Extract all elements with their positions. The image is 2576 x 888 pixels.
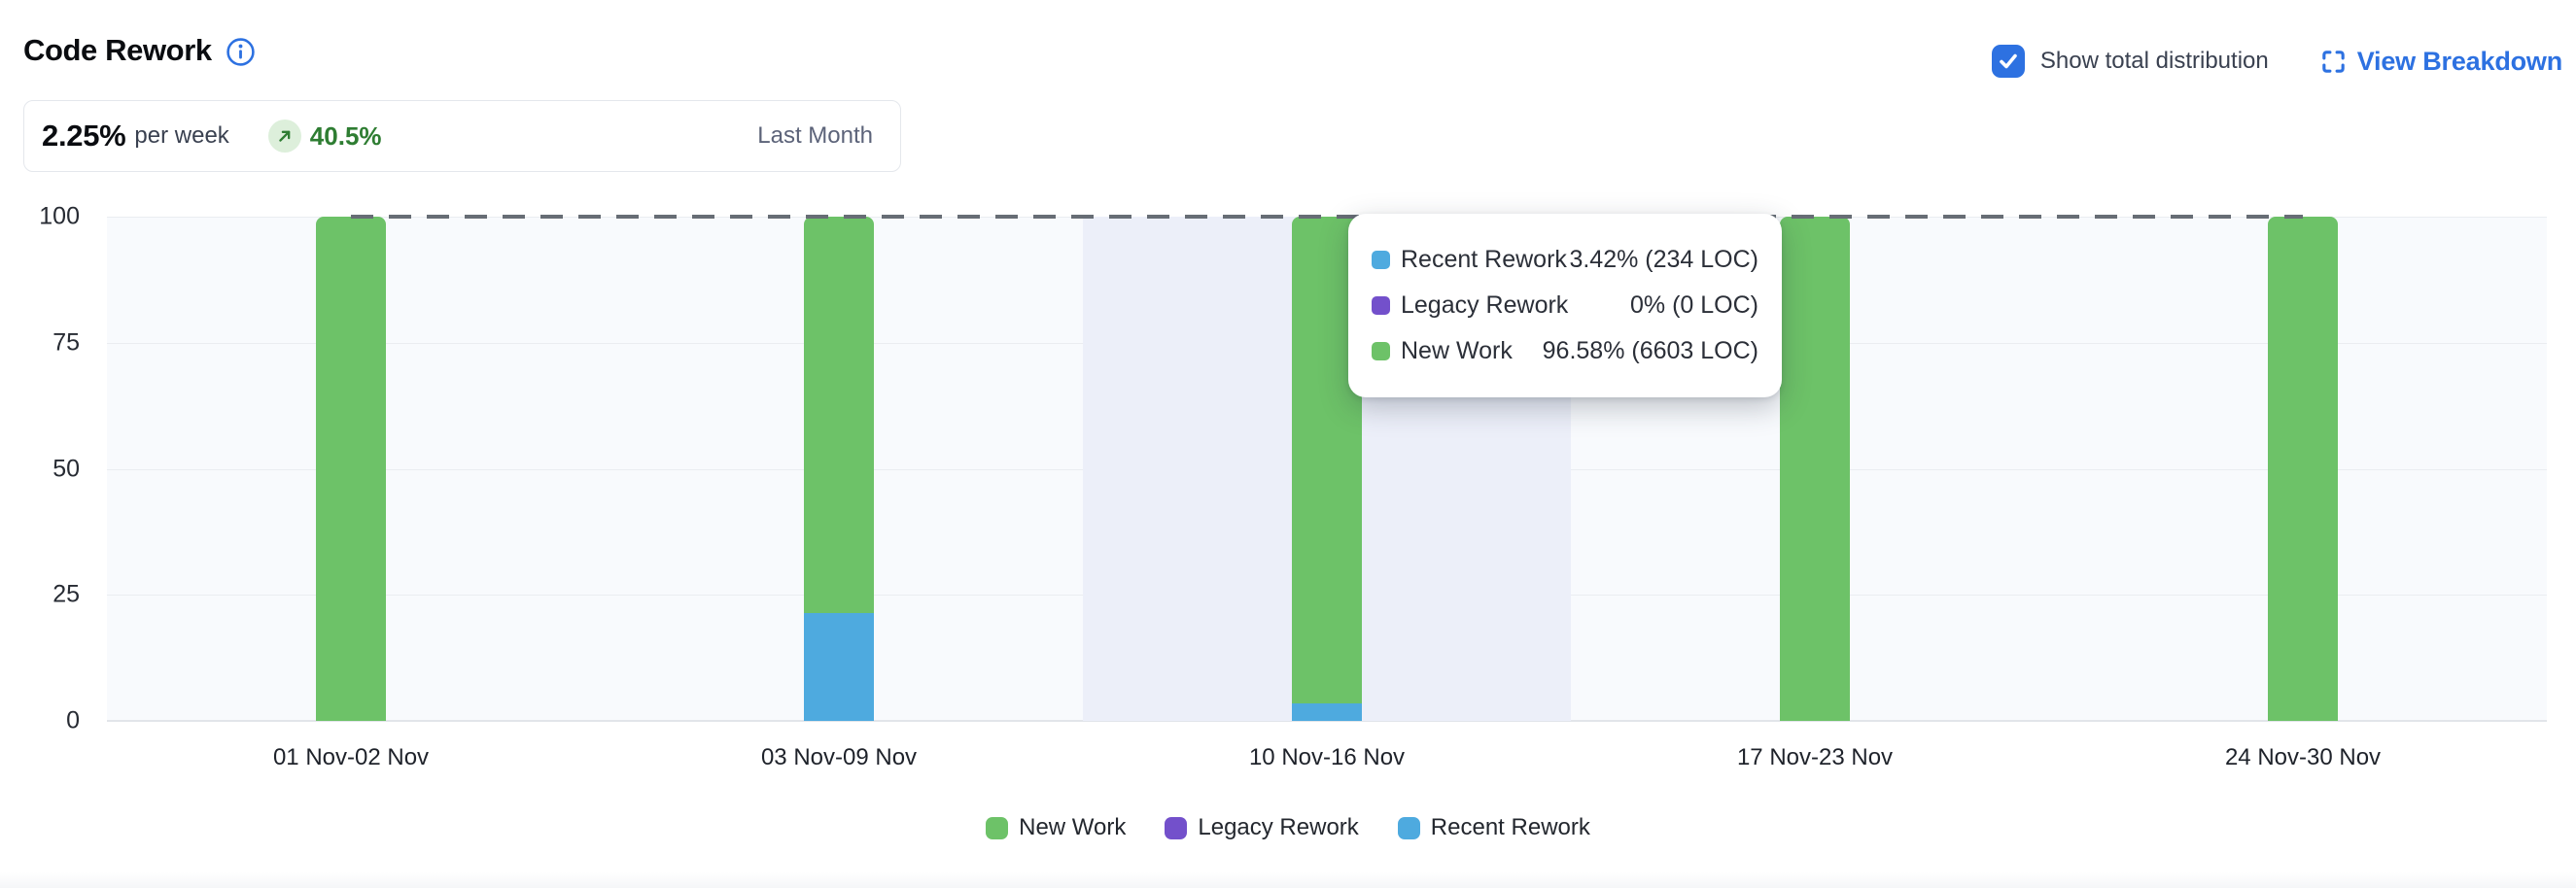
y-tick-label: 25 <box>52 580 80 608</box>
info-icon[interactable] <box>226 37 256 67</box>
bottom-divider <box>0 872 2576 888</box>
legacy-rework-swatch-icon <box>1372 296 1390 315</box>
tooltip-row: Legacy Rework 0% (0 LOC) <box>1372 283 1758 328</box>
x-axis: 01 Nov-02 Nov 03 Nov-09 Nov 10 Nov-16 Nov 1… <box>107 744 2547 777</box>
view-breakdown-label: View Breakdown <box>2356 46 2562 76</box>
bar-segment-recent-rework[interactable] <box>1292 703 1362 721</box>
x-tick-label: 24 Nov-30 Nov <box>2224 744 2382 770</box>
metric-summary-card: 2.25% per week 40.5% Last Month <box>23 100 901 172</box>
legend-item-recent-rework[interactable]: Recent Rework <box>1397 814 1590 841</box>
trend-value: 40.5% <box>309 120 382 151</box>
metric-value: 2.25% <box>42 119 126 153</box>
chart-legend: New Work Legacy Rework Recent Rework <box>0 814 2576 841</box>
chart-tooltip: Recent Rework 3.42% (234 LOC) Legacy Rew… <box>1348 214 1782 397</box>
y-tick-label: 75 <box>52 328 80 357</box>
tooltip-value: 96.58% (6603 LOC) <box>1542 337 1758 364</box>
tooltip-row: Recent Rework 3.42% (234 LOC) <box>1372 237 1758 283</box>
y-tick-label: 100 <box>39 202 80 230</box>
metric-unit: per week <box>134 122 229 149</box>
trend-up-arrow-icon <box>267 120 301 153</box>
page-title: Code Rework <box>23 33 256 68</box>
x-tick-label: 10 Nov-16 Nov <box>1248 744 1406 770</box>
new-work-swatch-icon <box>1372 342 1390 360</box>
page-title-text: Code Rework <box>23 33 212 67</box>
legend-label: Recent Rework <box>1430 814 1590 840</box>
bar-segment-new-work[interactable] <box>804 217 874 613</box>
legend-swatch-icon <box>986 816 1009 839</box>
legend-label: Legacy Rework <box>1198 814 1359 840</box>
y-axis: 0 25 50 75 100 <box>0 0 89 888</box>
x-tick-label: 01 Nov-02 Nov <box>272 744 430 770</box>
header-controls: Show total distribution View Breakdown <box>1991 45 2562 78</box>
view-breakdown-button[interactable]: View Breakdown <box>2319 47 2562 77</box>
period-label: Last Month <box>757 122 873 149</box>
trend-badge: 40.5% <box>267 120 382 153</box>
chart-plot-area <box>107 215 2547 722</box>
legend-swatch-icon <box>1165 816 1188 839</box>
bar-segment-new-work[interactable] <box>316 217 386 721</box>
checkmark-icon <box>2000 53 2017 69</box>
legend-item-new-work[interactable]: New Work <box>986 814 1126 841</box>
expand-icon <box>2319 48 2348 76</box>
tooltip-value: 3.42% (234 LOC) <box>1569 246 1758 273</box>
bar-segment-new-work[interactable] <box>2268 217 2338 721</box>
bar-segment-recent-rework[interactable] <box>804 612 874 721</box>
checkbox-label[interactable]: Show total distribution <box>2039 48 2269 74</box>
legend-item-legacy-rework[interactable]: Legacy Rework <box>1165 814 1359 841</box>
x-tick-label: 03 Nov-09 Nov <box>760 744 918 770</box>
y-tick-label: 50 <box>52 455 80 482</box>
tooltip-label: Recent Rework <box>1401 246 1567 273</box>
legend-swatch-icon <box>1397 816 1420 839</box>
tooltip-label: New Work <box>1401 337 1513 364</box>
y-tick-label: 0 <box>66 706 80 734</box>
recent-rework-swatch-icon <box>1372 251 1390 269</box>
tooltip-row: New Work 96.58% (6603 LOC) <box>1372 328 1758 374</box>
tooltip-label: Legacy Rework <box>1401 291 1569 319</box>
tooltip-value: 0% (0 LOC) <box>1630 291 1758 319</box>
bar-segment-new-work[interactable] <box>1780 217 1850 721</box>
gridline <box>107 720 2547 722</box>
legend-label: New Work <box>1019 814 1127 840</box>
show-total-distribution-checkbox[interactable] <box>1991 45 2025 78</box>
x-tick-label: 17 Nov-23 Nov <box>1736 744 1894 770</box>
total-distribution-dashed-line <box>351 215 2303 219</box>
